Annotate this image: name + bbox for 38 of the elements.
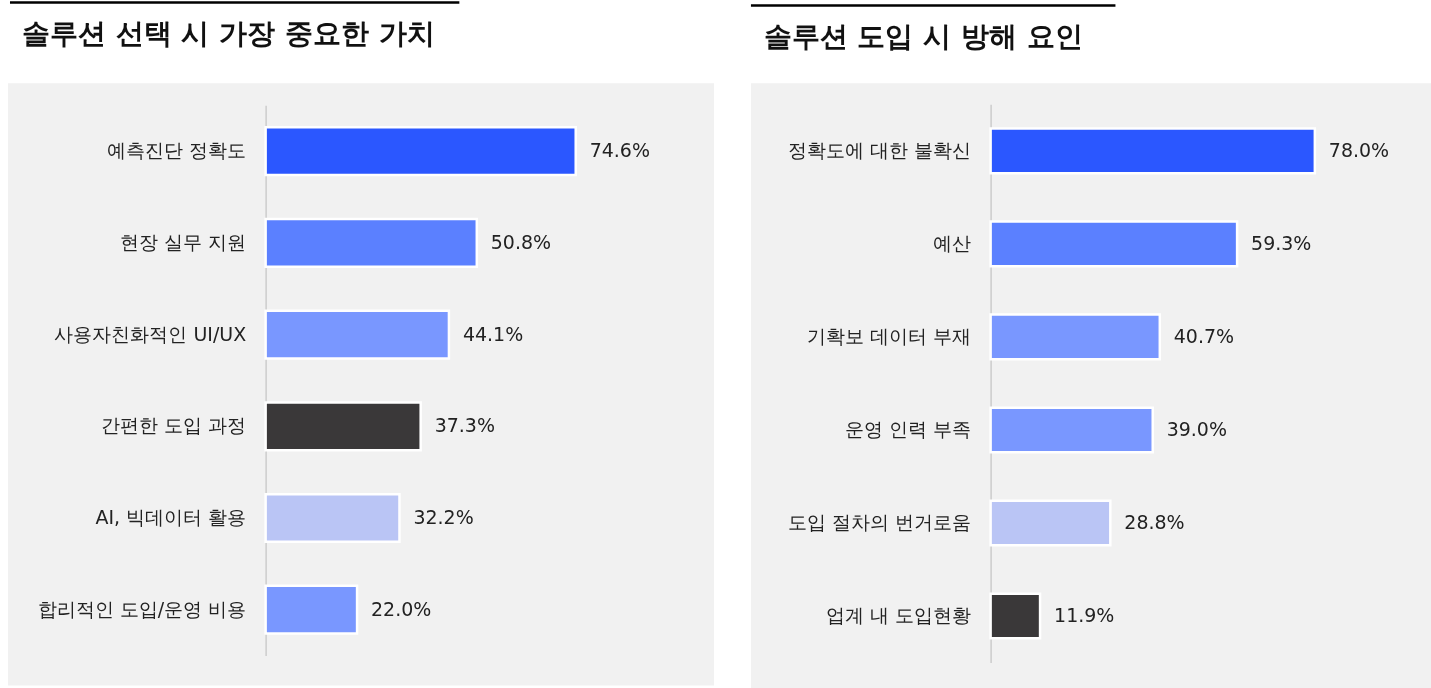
data-label: 74.6%: [589, 139, 650, 162]
y-tick-label: 예측진단 정확도: [107, 139, 247, 162]
data-label: 32.2%: [413, 506, 474, 528]
y-tick-label: AI, 빅데이터 활용: [95, 506, 247, 528]
bar: [264, 401, 422, 452]
bar: [989, 406, 1154, 454]
data-label: 37.3%: [434, 414, 495, 437]
y-tick-label: 업계 내 도입현황: [826, 604, 972, 627]
bar: [264, 126, 577, 177]
bar: [264, 309, 451, 360]
bar: [989, 127, 1317, 175]
y-tick-label: 간편한 도입 과정: [101, 414, 247, 437]
data-label: 11.9%: [1054, 604, 1115, 627]
y-tick-label: 정확도에 대한 불확신: [788, 138, 972, 161]
y-tick-label: 합리적인 도입/운영 비용: [37, 597, 247, 620]
chart-title: 솔루션 선택 시 가장 중요한 가치: [21, 17, 435, 51]
data-label: 59.3%: [1251, 231, 1312, 254]
data-label: 44.1%: [462, 322, 524, 345]
y-tick-label: 사용자친화적인 UI/UX: [54, 322, 247, 345]
data-label: 22.0%: [371, 597, 432, 620]
y-tick-label: 예산: [933, 231, 972, 254]
y-tick-label: 현장 실무 지원: [120, 230, 247, 253]
data-label: 39.0%: [1166, 417, 1227, 440]
data-label: 40.7%: [1173, 324, 1235, 347]
bar: [264, 217, 479, 268]
data-label: 28.8%: [1124, 510, 1185, 533]
bar: [264, 584, 359, 635]
bar: [989, 313, 1162, 361]
data-label: 50.8%: [490, 230, 552, 253]
y-tick-label: 운영 인력 부족: [845, 417, 972, 440]
data-label: 78.0%: [1328, 138, 1390, 161]
bar: [264, 492, 401, 544]
chart-title: 솔루션 도입 시 방해 요인: [763, 20, 1083, 54]
y-tick-label: 도입 절차의 번거로움: [788, 510, 972, 533]
bar: [989, 499, 1112, 547]
bar: [989, 592, 1042, 640]
y-tick-label: 기확보 데이터 부재: [807, 324, 972, 347]
bar: [989, 220, 1239, 268]
